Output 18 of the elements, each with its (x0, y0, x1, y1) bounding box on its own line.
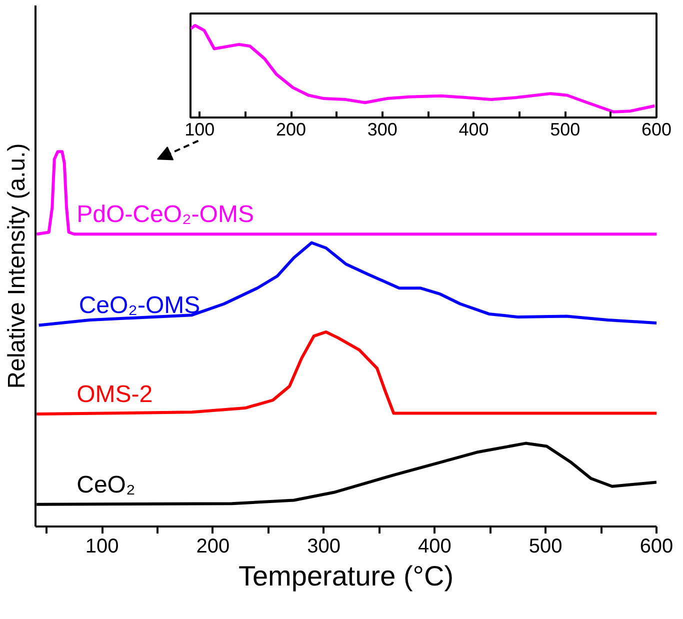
x-tick-label: 600 (640, 536, 674, 558)
x-tick-label: 200 (196, 536, 230, 558)
x-tick-label: 100 (85, 536, 119, 558)
series-label: CeO₂ (76, 471, 136, 498)
x-tick-label: 300 (307, 536, 341, 558)
x-tick-label: 100 (184, 120, 215, 140)
x-tick-label: 300 (367, 120, 398, 140)
x-tick-label: 600 (641, 120, 672, 140)
x-tick-label: 500 (550, 120, 580, 140)
x-tick-label: 500 (528, 536, 562, 558)
series-label: CeO₂-OMS (78, 292, 200, 320)
series-label: OMS-2 (76, 381, 153, 408)
y-axis-title: Relative Intensity (a.u.) (4, 143, 30, 389)
x-tick-label: 200 (276, 120, 306, 140)
series-label: PdO-CeO₂-OMS (76, 201, 254, 228)
x-tick-label: 400 (418, 536, 452, 558)
x-tick-label: 400 (458, 120, 489, 140)
x-axis-title: Temperature (°C) (238, 560, 454, 592)
